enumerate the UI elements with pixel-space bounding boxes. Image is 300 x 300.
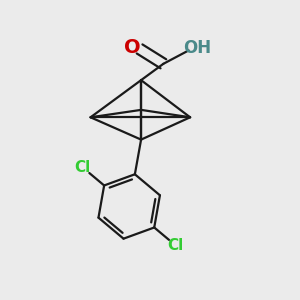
Text: O: O xyxy=(124,38,140,57)
Text: Cl: Cl xyxy=(74,160,91,175)
Text: Cl: Cl xyxy=(168,238,184,253)
Text: OH: OH xyxy=(183,39,211,57)
